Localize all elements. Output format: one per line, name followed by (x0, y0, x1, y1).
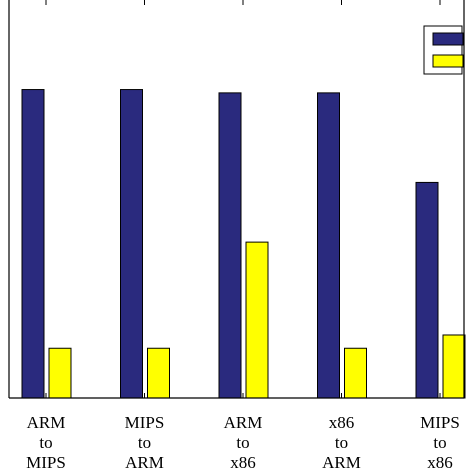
axes-group (8, 0, 465, 399)
category-label-line: to (236, 433, 249, 452)
bar-series-2-cat-3 (245, 241, 269, 399)
bar-series-1-cat-5 (415, 181, 439, 399)
bar-series-1-cat-1 (21, 89, 45, 399)
category-label-line: ARM (27, 413, 66, 432)
legend (423, 25, 464, 75)
bar-series-2-cat-5 (442, 334, 466, 399)
bar-series-1-cat-2 (120, 89, 143, 399)
category-label-line: to (39, 433, 52, 452)
bar-series-1-cat-4 (317, 92, 340, 399)
bar-series-2-cat-2 (147, 347, 170, 399)
category-label-line: x86 (427, 453, 453, 472)
category-label-line: MIPS (125, 413, 165, 432)
category-label-line: x86 (230, 453, 256, 472)
category-label-line: x86 (329, 413, 355, 432)
category-label-line: to (433, 433, 446, 452)
category-label-line: MIPS (26, 453, 66, 472)
legend-swatch-2 (432, 54, 464, 68)
category-label-line: ARM (322, 453, 361, 472)
bar-series-2-cat-1 (48, 347, 72, 399)
category-label-line: MIPS (420, 413, 460, 432)
legend-swatch-1 (432, 32, 464, 46)
category-label-1: ARM to MIPS (26, 413, 66, 472)
bars-group (21, 89, 466, 399)
category-label-line: ARM (125, 453, 164, 472)
bar-series-2-cat-4 (344, 347, 367, 399)
category-label-2: MIPS to ARM (125, 413, 165, 472)
category-label-line: ARM (224, 413, 263, 432)
category-label-line: to (335, 433, 348, 452)
category-label-line: to (138, 433, 151, 452)
category-label-5: MIPS to x86 (420, 413, 460, 472)
category-label-3: ARM to x86 (224, 413, 263, 472)
category-label-4: x86 to ARM (322, 413, 361, 472)
ticks-group (45, 0, 441, 398)
bar-series-1-cat-3 (218, 92, 242, 399)
